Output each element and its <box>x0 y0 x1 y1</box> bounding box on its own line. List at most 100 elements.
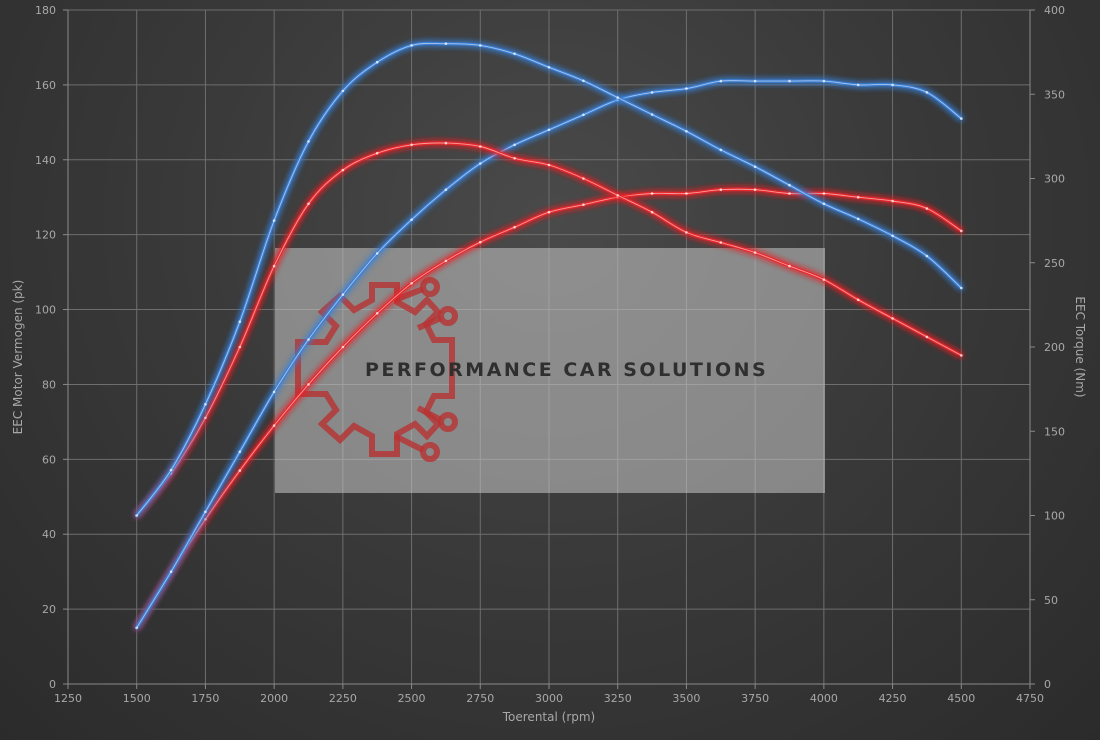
y-left-tick-label: 160 <box>35 79 56 92</box>
data-point <box>410 143 413 147</box>
series-torque-blue <box>135 41 963 518</box>
data-point <box>925 91 929 94</box>
y-right-tick-label: 150 <box>1044 425 1065 438</box>
data-point <box>444 259 448 263</box>
y-left-tick-label: 0 <box>49 678 56 691</box>
data-point <box>169 570 173 573</box>
x-tick-label: 2250 <box>329 692 357 705</box>
data-point <box>925 254 929 258</box>
x-tick-label: 4000 <box>810 692 838 705</box>
data-point <box>479 240 482 244</box>
y-right-tick-label: 350 <box>1044 88 1065 101</box>
y-right-tick-label: 50 <box>1044 594 1058 607</box>
y-right-tick-label: 300 <box>1044 173 1065 186</box>
data-point <box>341 89 345 93</box>
data-point <box>307 338 310 341</box>
data-point <box>685 231 688 234</box>
data-point <box>272 264 276 268</box>
x-axis-title: Toerental (rpm) <box>502 710 595 724</box>
data-point <box>856 83 860 87</box>
y-right-tick-label: 0 <box>1044 678 1051 691</box>
data-point <box>204 517 207 521</box>
data-point <box>238 345 242 349</box>
data-point <box>479 145 482 148</box>
brand-name: PERFORMANCE CAR SOLUTIONS <box>365 359 768 381</box>
data-point <box>891 234 894 238</box>
data-point <box>410 218 413 221</box>
data-point <box>479 162 482 165</box>
data-point <box>891 317 894 320</box>
y-right-tick-label: 400 <box>1044 4 1065 17</box>
data-point <box>582 113 585 117</box>
grid-lines <box>67 9 1031 685</box>
data-point <box>753 188 757 191</box>
data-point <box>238 469 242 472</box>
data-point <box>650 113 654 116</box>
data-point <box>753 79 757 83</box>
series-power-blue <box>135 78 963 630</box>
data-point <box>719 188 723 191</box>
data-point <box>960 286 963 290</box>
data-point <box>616 194 619 197</box>
data-point <box>375 151 379 155</box>
data-point <box>272 424 276 427</box>
data-point <box>822 192 826 195</box>
data-point <box>513 143 516 147</box>
data-point <box>513 225 516 229</box>
y-left-tick-label: 40 <box>42 528 56 541</box>
watermark-panel <box>275 248 825 493</box>
data-point <box>960 354 963 357</box>
y-right-tick-label: 100 <box>1044 510 1065 523</box>
data-point <box>238 450 242 454</box>
data-point <box>547 210 551 214</box>
data-point <box>444 42 448 45</box>
x-tick-label: 1750 <box>191 692 219 705</box>
data-point <box>685 130 688 133</box>
data-point <box>204 403 207 406</box>
data-point <box>891 199 894 203</box>
data-point <box>788 79 791 83</box>
data-point <box>375 312 379 315</box>
data-point <box>135 514 138 517</box>
data-point <box>479 44 482 47</box>
y-left-tick-label: 180 <box>35 4 56 17</box>
data-point <box>685 192 688 195</box>
x-tick-label: 1500 <box>123 692 151 705</box>
data-point <box>513 52 516 56</box>
data-point <box>272 390 276 394</box>
x-tick-label: 2750 <box>466 692 494 705</box>
data-point <box>788 192 791 195</box>
data-point <box>650 91 654 94</box>
x-tick-label: 2000 <box>260 692 288 705</box>
data-point <box>444 188 448 191</box>
series-lines <box>135 41 963 630</box>
data-point <box>719 148 723 152</box>
axes: 1250 1500 1750 2000 2250 2500 2750 3000 3250 3500… <box>35 4 1065 705</box>
x-tick-label: 3750 <box>741 692 769 705</box>
data-point <box>341 168 345 172</box>
series-torque-red <box>135 141 963 518</box>
y-right-tick-label: 200 <box>1044 341 1065 354</box>
data-point <box>685 87 688 90</box>
x-tick-label: 3250 <box>604 692 632 705</box>
data-point <box>616 96 619 99</box>
data-point <box>135 626 138 630</box>
data-point <box>582 79 585 83</box>
x-tick-label: 4750 <box>1016 692 1044 705</box>
y-right-tick-label: 250 <box>1044 257 1065 270</box>
data-point <box>410 282 413 285</box>
data-point <box>856 195 860 199</box>
data-point <box>822 202 826 206</box>
series-power-red <box>135 187 963 630</box>
data-point <box>341 293 345 296</box>
data-point <box>307 140 310 143</box>
data-point <box>788 264 791 268</box>
data-point <box>307 202 310 206</box>
data-point <box>513 157 516 160</box>
data-point <box>238 320 242 324</box>
data-point <box>582 177 585 180</box>
data-point <box>204 510 207 514</box>
data-point <box>891 83 894 87</box>
